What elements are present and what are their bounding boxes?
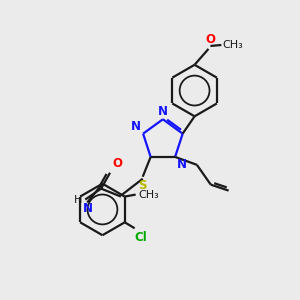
Text: CH₃: CH₃ (139, 190, 159, 200)
Text: Cl: Cl (135, 231, 147, 244)
Text: N: N (131, 120, 141, 133)
Text: O: O (112, 157, 122, 170)
Text: S: S (139, 179, 147, 192)
Text: N: N (177, 158, 187, 171)
Text: H: H (74, 194, 82, 205)
Text: CH₃: CH₃ (222, 40, 243, 50)
Text: O: O (206, 33, 215, 46)
Text: N: N (83, 202, 93, 214)
Text: N: N (158, 105, 168, 118)
